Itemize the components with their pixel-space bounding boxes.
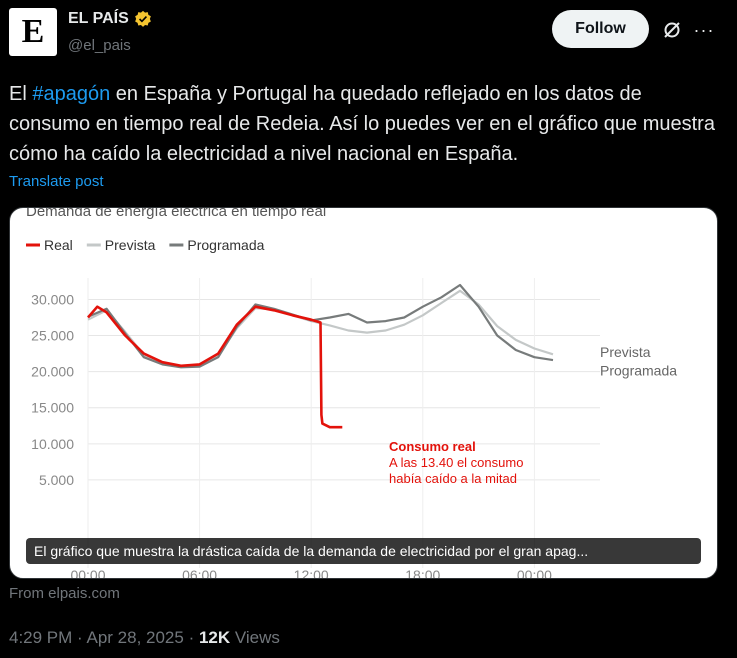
y-tick-label: 20.000 <box>31 364 74 380</box>
annotation-line: había caído a la mitad <box>389 471 517 486</box>
media-card[interactable]: Demanda de energía eléctrica en tiempo r… <box>9 207 718 579</box>
annotation-line: A las 13.40 el consumo <box>389 455 523 470</box>
y-tick-label: 30.000 <box>31 291 74 307</box>
x-tick-label: 12:00 <box>294 567 329 578</box>
views-label: Views <box>234 628 280 647</box>
verified-badge-icon <box>134 10 151 27</box>
post-text: El #apagón en España y Portugal ha queda… <box>9 79 719 169</box>
post-text-after: en España y Portugal ha quedado reflejad… <box>9 83 715 165</box>
avatar-letter: E <box>21 13 45 50</box>
energy-demand-chart: Demanda de energía eléctrica en tiempo r… <box>26 208 677 578</box>
grok-slash-icon[interactable] <box>662 20 682 40</box>
end-label-programada: Programada <box>600 363 677 379</box>
hashtag-link[interactable]: #apagón <box>32 83 111 105</box>
annotation-title: Consumo real <box>389 439 476 454</box>
x-tick-label: 06:00 <box>182 567 217 578</box>
x-tick-label: 00:00 <box>70 567 105 578</box>
end-label-prevista: Prevista <box>600 344 651 360</box>
card-source-link[interactable]: From elpais.com <box>9 585 120 602</box>
legend-label-real: Real <box>44 237 73 253</box>
x-tick-label: 00:00 <box>517 567 552 578</box>
chart-title: Demanda de energía eléctrica en tiempo r… <box>26 208 326 220</box>
display-name[interactable]: EL PAÍS <box>68 10 129 27</box>
more-dots-icon[interactable]: ··· <box>693 20 715 40</box>
post-meta: 4:29 PM · Apr 28, 2025 · 12K Views <box>9 628 280 647</box>
x-tick-label: 18:00 <box>405 567 440 578</box>
avatar[interactable]: E <box>9 8 57 56</box>
follow-button[interactable]: Follow <box>552 10 649 48</box>
series-line-programada <box>87 283 554 369</box>
post-timestamp[interactable]: 4:29 PM · Apr 28, 2025 <box>9 628 184 647</box>
post-text-before: El <box>9 83 33 105</box>
legend-label-prevista: Prevista <box>105 237 156 253</box>
y-tick-label: 10.000 <box>31 436 74 452</box>
handle[interactable]: @el_pais <box>68 37 131 54</box>
legend-label-programada: Programada <box>187 237 264 253</box>
series-line-real <box>87 305 343 429</box>
y-tick-label: 25.000 <box>31 328 74 344</box>
media-caption: El gráfico que muestra la drástica caída… <box>26 538 701 564</box>
view-count: 12K <box>198 628 231 647</box>
y-tick-label: 15.000 <box>31 400 74 416</box>
y-tick-label: 5.000 <box>39 472 74 488</box>
translate-post-link[interactable]: Translate post <box>9 173 104 190</box>
author-name-row[interactable]: EL PAÍS <box>68 10 152 28</box>
